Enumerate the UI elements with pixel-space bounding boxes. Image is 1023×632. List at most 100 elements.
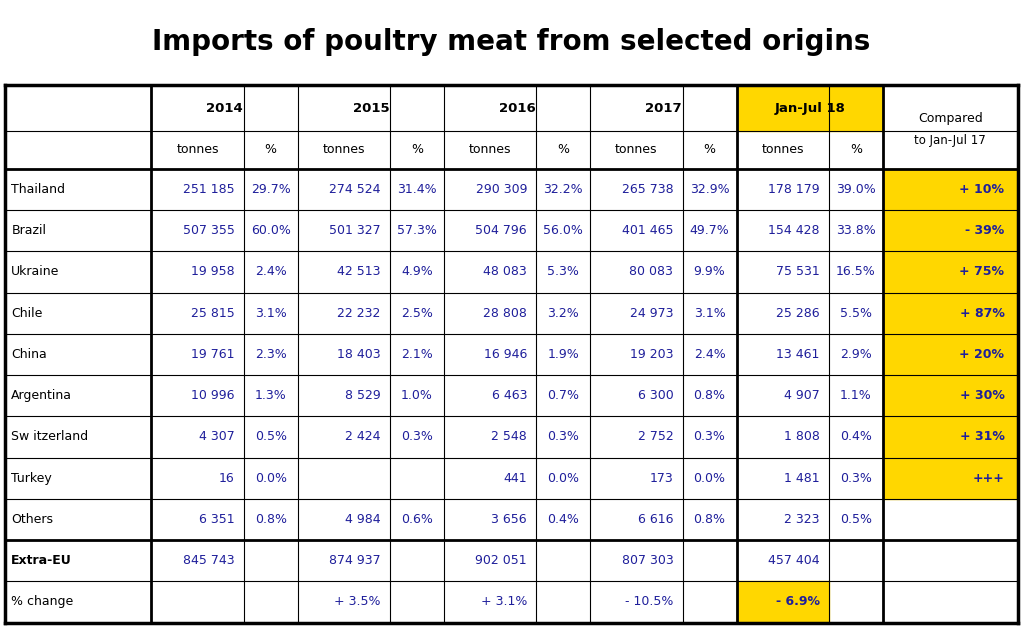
Text: Sw itzerland: Sw itzerland <box>11 430 88 444</box>
Text: 507 355: 507 355 <box>182 224 234 237</box>
Text: 9.9%: 9.9% <box>694 265 725 278</box>
Text: tonnes: tonnes <box>761 143 804 156</box>
Text: 504 796: 504 796 <box>476 224 527 237</box>
Text: 3.1%: 3.1% <box>694 307 725 320</box>
Text: Extra-EU: Extra-EU <box>11 554 72 567</box>
Text: 2015: 2015 <box>353 102 389 114</box>
Text: 0.7%: 0.7% <box>547 389 579 402</box>
Text: tonnes: tonnes <box>469 143 512 156</box>
Text: 25 286: 25 286 <box>776 307 819 320</box>
Text: %: % <box>704 143 715 156</box>
Text: 5.3%: 5.3% <box>547 265 579 278</box>
Text: 457 404: 457 404 <box>768 554 819 567</box>
Text: 265 738: 265 738 <box>622 183 673 196</box>
Text: 48 083: 48 083 <box>483 265 527 278</box>
Text: Argentina: Argentina <box>11 389 73 402</box>
Text: 845 743: 845 743 <box>183 554 234 567</box>
Text: 16: 16 <box>219 471 234 485</box>
Text: 0.3%: 0.3% <box>401 430 433 444</box>
Text: 0.5%: 0.5% <box>840 513 872 526</box>
Text: + 75%: + 75% <box>960 265 1005 278</box>
Text: Others: Others <box>11 513 53 526</box>
Text: 8 529: 8 529 <box>345 389 381 402</box>
Text: + 87%: + 87% <box>960 307 1005 320</box>
Text: %: % <box>558 143 569 156</box>
Text: 173: 173 <box>650 471 673 485</box>
Text: 56.0%: 56.0% <box>543 224 583 237</box>
Text: 3.1%: 3.1% <box>255 307 286 320</box>
Text: 19 203: 19 203 <box>630 348 673 361</box>
Text: 4 907: 4 907 <box>784 389 819 402</box>
Text: - 39%: - 39% <box>965 224 1005 237</box>
Text: 0.0%: 0.0% <box>255 471 286 485</box>
Text: 25 815: 25 815 <box>190 307 234 320</box>
Text: 401 465: 401 465 <box>622 224 673 237</box>
Text: China: China <box>11 348 47 361</box>
Text: tonnes: tonnes <box>176 143 219 156</box>
Text: +++: +++ <box>973 471 1005 485</box>
Text: 0.6%: 0.6% <box>401 513 433 526</box>
Text: 16 946: 16 946 <box>484 348 527 361</box>
Text: - 6.9%: - 6.9% <box>775 595 819 609</box>
Text: 0.4%: 0.4% <box>840 430 872 444</box>
Text: Brazil: Brazil <box>11 224 46 237</box>
Text: 24 973: 24 973 <box>630 307 673 320</box>
Text: 18 403: 18 403 <box>338 348 381 361</box>
Text: 1 481: 1 481 <box>784 471 819 485</box>
Text: 2017: 2017 <box>646 102 681 114</box>
Text: 6 300: 6 300 <box>637 389 673 402</box>
Text: 2.1%: 2.1% <box>401 348 433 361</box>
Text: %: % <box>411 143 422 156</box>
Text: 3 656: 3 656 <box>491 513 527 526</box>
Text: %: % <box>850 143 861 156</box>
Text: 6 463: 6 463 <box>491 389 527 402</box>
Text: 0.8%: 0.8% <box>694 513 725 526</box>
Text: 60.0%: 60.0% <box>251 224 291 237</box>
Text: 80 083: 80 083 <box>629 265 673 278</box>
Text: 1 808: 1 808 <box>784 430 819 444</box>
Text: + 20%: + 20% <box>960 348 1005 361</box>
Text: 441: 441 <box>503 471 527 485</box>
Text: + 10%: + 10% <box>960 183 1005 196</box>
Text: 178 179: 178 179 <box>768 183 819 196</box>
Text: 10 996: 10 996 <box>191 389 234 402</box>
Text: 32.2%: 32.2% <box>543 183 583 196</box>
Text: Jan-Jul 18: Jan-Jul 18 <box>774 102 845 114</box>
Text: 2 323: 2 323 <box>784 513 819 526</box>
Text: 3.2%: 3.2% <box>547 307 579 320</box>
Text: %: % <box>265 143 276 156</box>
Text: Turkey: Turkey <box>11 471 52 485</box>
Text: 4 984: 4 984 <box>345 513 381 526</box>
Text: Thailand: Thailand <box>11 183 65 196</box>
Text: 75 531: 75 531 <box>775 265 819 278</box>
Text: + 31%: + 31% <box>960 430 1005 444</box>
Text: - 10.5%: - 10.5% <box>625 595 673 609</box>
Text: + 30%: + 30% <box>960 389 1005 402</box>
Text: 0.5%: 0.5% <box>255 430 286 444</box>
Text: 49.7%: 49.7% <box>690 224 729 237</box>
Text: 4.9%: 4.9% <box>401 265 433 278</box>
Text: 22 232: 22 232 <box>338 307 381 320</box>
Text: 2 424: 2 424 <box>345 430 381 444</box>
Text: 1.9%: 1.9% <box>547 348 579 361</box>
Text: 32.9%: 32.9% <box>690 183 729 196</box>
Text: 2.3%: 2.3% <box>255 348 286 361</box>
Text: 0.0%: 0.0% <box>547 471 579 485</box>
Text: 154 428: 154 428 <box>768 224 819 237</box>
Text: Chile: Chile <box>11 307 43 320</box>
Text: 6 351: 6 351 <box>198 513 234 526</box>
Text: % change: % change <box>11 595 74 609</box>
Text: 0.8%: 0.8% <box>255 513 286 526</box>
Text: 57.3%: 57.3% <box>397 224 437 237</box>
Text: 4 307: 4 307 <box>198 430 234 444</box>
Text: 2 752: 2 752 <box>637 430 673 444</box>
Text: 2.5%: 2.5% <box>401 307 433 320</box>
Text: 6 616: 6 616 <box>637 513 673 526</box>
Text: 1.1%: 1.1% <box>840 389 872 402</box>
Text: 19 761: 19 761 <box>191 348 234 361</box>
Text: 0.0%: 0.0% <box>694 471 725 485</box>
Text: 1.0%: 1.0% <box>401 389 433 402</box>
Text: tonnes: tonnes <box>322 143 365 156</box>
Text: + 3.1%: + 3.1% <box>481 595 527 609</box>
Text: 807 303: 807 303 <box>622 554 673 567</box>
